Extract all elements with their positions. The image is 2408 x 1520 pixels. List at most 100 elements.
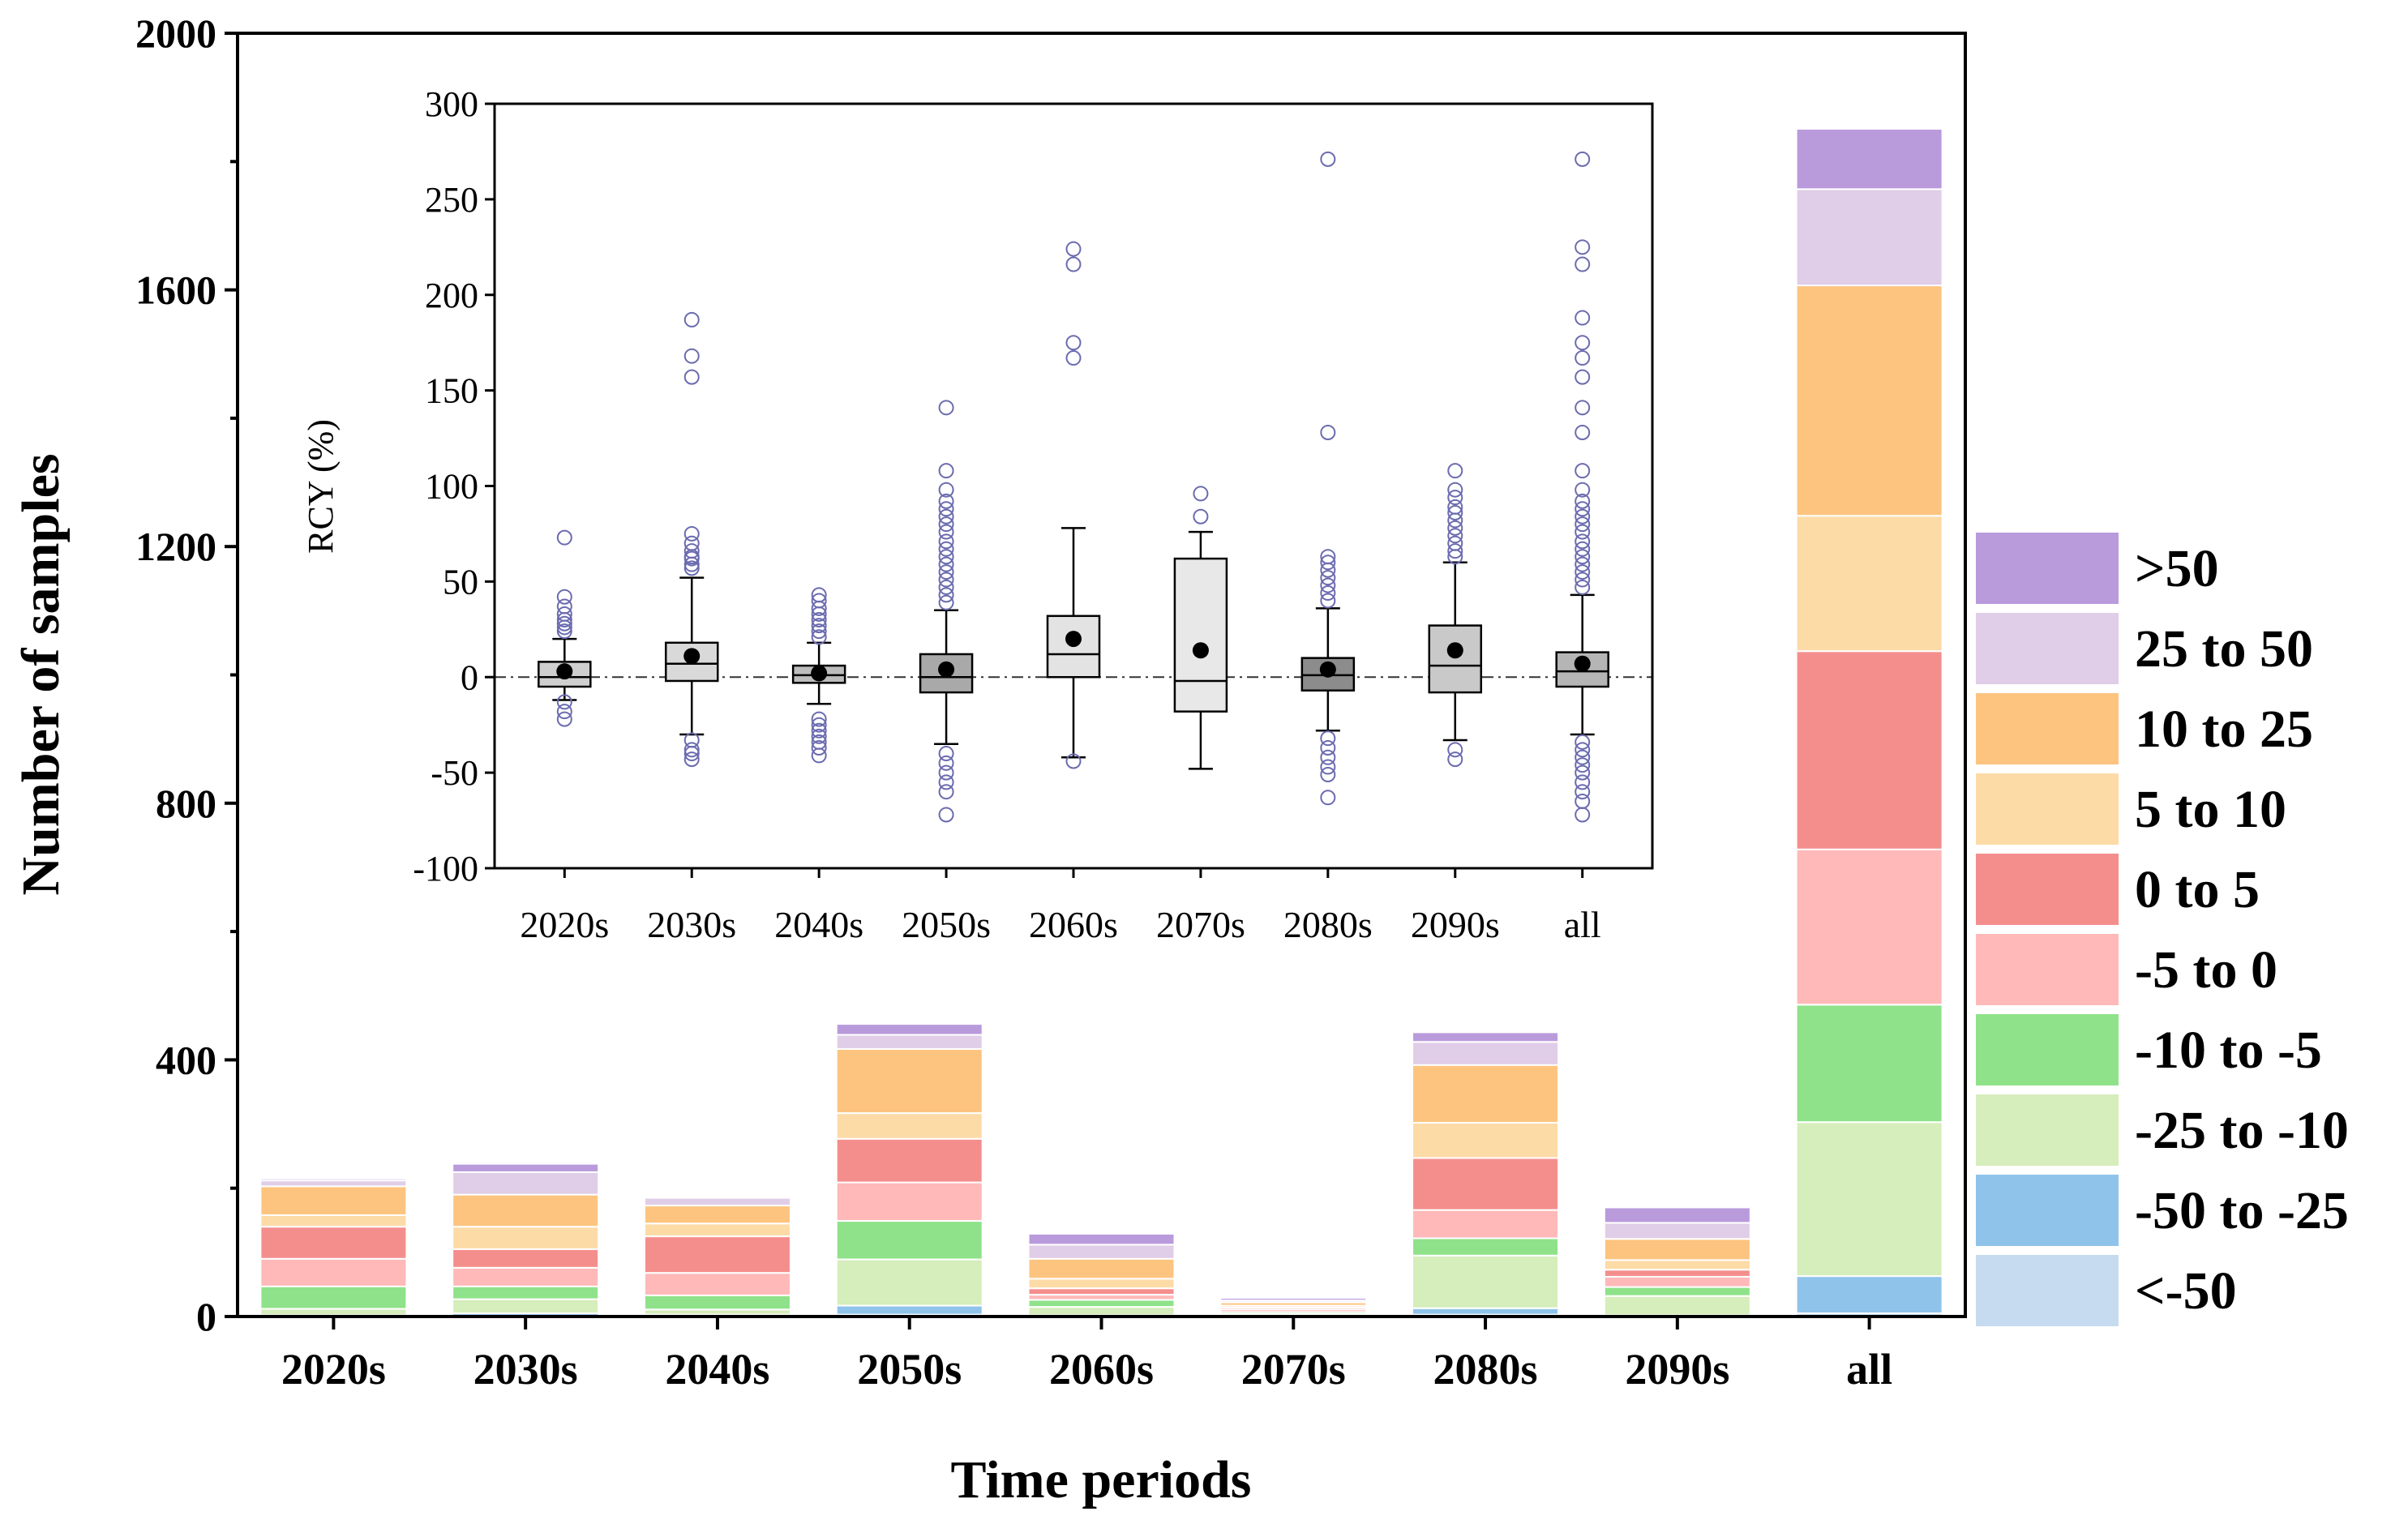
outlier-2040s-5: [811, 618, 827, 634]
bar-segment-2060s-5: [1027, 1287, 1176, 1296]
outlier-2030s-12: [683, 746, 700, 762]
legend-label-0: >50: [2135, 539, 2219, 598]
bar-segment-2040s-4: [643, 1272, 791, 1296]
outlier-2050s-9: [938, 541, 954, 557]
main-x-tick-label-all: all: [1846, 1345, 1892, 1394]
outlier-2060s-4: [1065, 753, 1082, 769]
mean-marker-2080s: [1319, 661, 1336, 678]
outlier-2080s-11: [1320, 749, 1336, 765]
outlier-2080s-10: [1320, 739, 1336, 756]
inset-x-tick-label-2060s: 2060s: [1029, 904, 1118, 945]
outlier-2030s-7: [683, 550, 700, 567]
outlier-all-5: [1575, 350, 1591, 366]
outlier-2040s-11: [811, 728, 827, 744]
outlier-all-2: [1575, 256, 1591, 272]
outlier-2090s-5: [1447, 512, 1463, 529]
mean-marker-2070s: [1192, 642, 1209, 659]
bar-segment-2060s-8: [1027, 1244, 1176, 1260]
legend-swatch-5: [1976, 934, 2119, 1005]
bar-segment-2070s-9: [1219, 1297, 1368, 1302]
outlier-2030s-13: [683, 751, 700, 768]
outlier-all-4: [1575, 335, 1591, 351]
main-y-tick-label: 800: [156, 781, 216, 826]
bar-segment-2050s-3: [835, 1220, 983, 1261]
mean-marker-2060s: [1065, 631, 1082, 648]
legend: >50 25 to 50 10 to 25 5 to 10 0 to 5 -5 to 0 -…: [1976, 533, 2349, 1326]
outlier-2040s-7: [811, 629, 827, 645]
legend-swatch-1: [1976, 613, 2119, 684]
legend-label-3: 5 to 10: [2135, 780, 2286, 839]
outlier-2090s-7: [1447, 528, 1463, 544]
outlier-all-21: [1575, 572, 1591, 588]
bar-segment-2050s-8: [835, 1034, 983, 1050]
outlier-all-25: [1575, 749, 1591, 765]
bar-segment-2030s-8: [452, 1171, 600, 1196]
outlier-2020s-1: [556, 589, 572, 605]
bar-segment-all-6: [1795, 515, 1943, 653]
bar-segment-all-1: [1795, 1275, 1943, 1315]
outlier-2030s-3: [683, 525, 700, 542]
inset-y-tick-label: -50: [431, 753, 478, 793]
outlier-2050s-17: [938, 746, 954, 762]
bar-segment-2020s-9: [259, 1177, 408, 1182]
outlier-2080s-5: [1320, 570, 1336, 586]
bar-segment-2030s-5: [452, 1248, 600, 1269]
outlier-2020s-9: [556, 704, 572, 720]
inset-y-axis: -100 -50 0 50 100 150 200 250 300: [413, 84, 495, 888]
bar-segment-2020s-8: [259, 1180, 408, 1188]
outlier-all-29: [1575, 784, 1591, 800]
bar-segment-2090s-7: [1603, 1238, 1751, 1261]
legend-label-9: <-50: [2135, 1261, 2237, 1321]
outlier-all-20: [1575, 564, 1591, 580]
outlier-2060s-0: [1065, 241, 1082, 257]
outlier-2040s-6: [811, 623, 827, 640]
outlier-2040s-9: [811, 717, 827, 733]
outlier-2050s-8: [938, 533, 954, 550]
inset-x-tick-label-2020s: 2020s: [520, 904, 609, 945]
outlier-all-23: [1575, 734, 1591, 750]
legend-label-7: -25 to -10: [2135, 1101, 2349, 1160]
bar-segment-2030s-3: [452, 1285, 600, 1300]
outlier-2070s-0: [1193, 486, 1209, 502]
outlier-all-28: [1575, 774, 1591, 790]
legend-label-6: -10 to -5: [2135, 1021, 2322, 1080]
main-x-tick-label-2070s: 2070s: [1241, 1345, 1346, 1394]
outlier-2060s-2: [1065, 335, 1082, 351]
bar-segment-2060s-3: [1027, 1299, 1176, 1308]
outlier-2050s-22: [938, 807, 954, 823]
bar-segment-2050s-4: [835, 1181, 983, 1222]
outlier-2090s-4: [1447, 505, 1463, 521]
bar-segment-2050s-9: [835, 1023, 983, 1036]
inset-x-tick-label-all: all: [1564, 904, 1601, 945]
bar-segment-2040s-5: [643, 1235, 791, 1274]
outlier-all-3: [1575, 310, 1591, 326]
outlier-all-12: [1575, 501, 1591, 517]
outlier-all-6: [1575, 369, 1591, 385]
main-x-tick-label-2080s: 2080s: [1433, 1345, 1538, 1394]
bar-segment-2020s-3: [259, 1285, 408, 1310]
outlier-2080s-14: [1320, 790, 1336, 806]
outlier-2080s-1: [1320, 424, 1336, 440]
bar-segment-2080s-4: [1412, 1209, 1560, 1240]
outlier-2050s-10: [938, 549, 954, 565]
bar-segment-all-9: [1795, 127, 1943, 191]
bar-segment-2080s-1: [1412, 1307, 1560, 1316]
inset-y-tick-label: 100: [425, 467, 478, 507]
bar-segment-2060s-6: [1027, 1278, 1176, 1290]
legend-label-8: -50 to -25: [2135, 1181, 2349, 1240]
outlier-all-16: [1575, 533, 1591, 550]
bar-segment-2090s-8: [1603, 1222, 1751, 1240]
bar-segment-2080s-2: [1412, 1254, 1560, 1309]
outlier-2020s-0: [556, 529, 572, 546]
outlier-2070s-1: [1193, 508, 1209, 525]
bar-segment-2030s-4: [452, 1266, 600, 1287]
outlier-2040s-8: [811, 711, 827, 727]
mean-marker-2020s: [556, 663, 573, 680]
legend-swatch-0: [1976, 533, 2119, 604]
bar-segment-2020s-2: [259, 1308, 408, 1317]
legend-swatch-9: [1976, 1255, 2119, 1326]
bar-segment-2090s-4: [1603, 1275, 1751, 1288]
outlier-2050s-20: [938, 774, 954, 790]
main-y-axis-title: Number of samples: [11, 453, 71, 895]
